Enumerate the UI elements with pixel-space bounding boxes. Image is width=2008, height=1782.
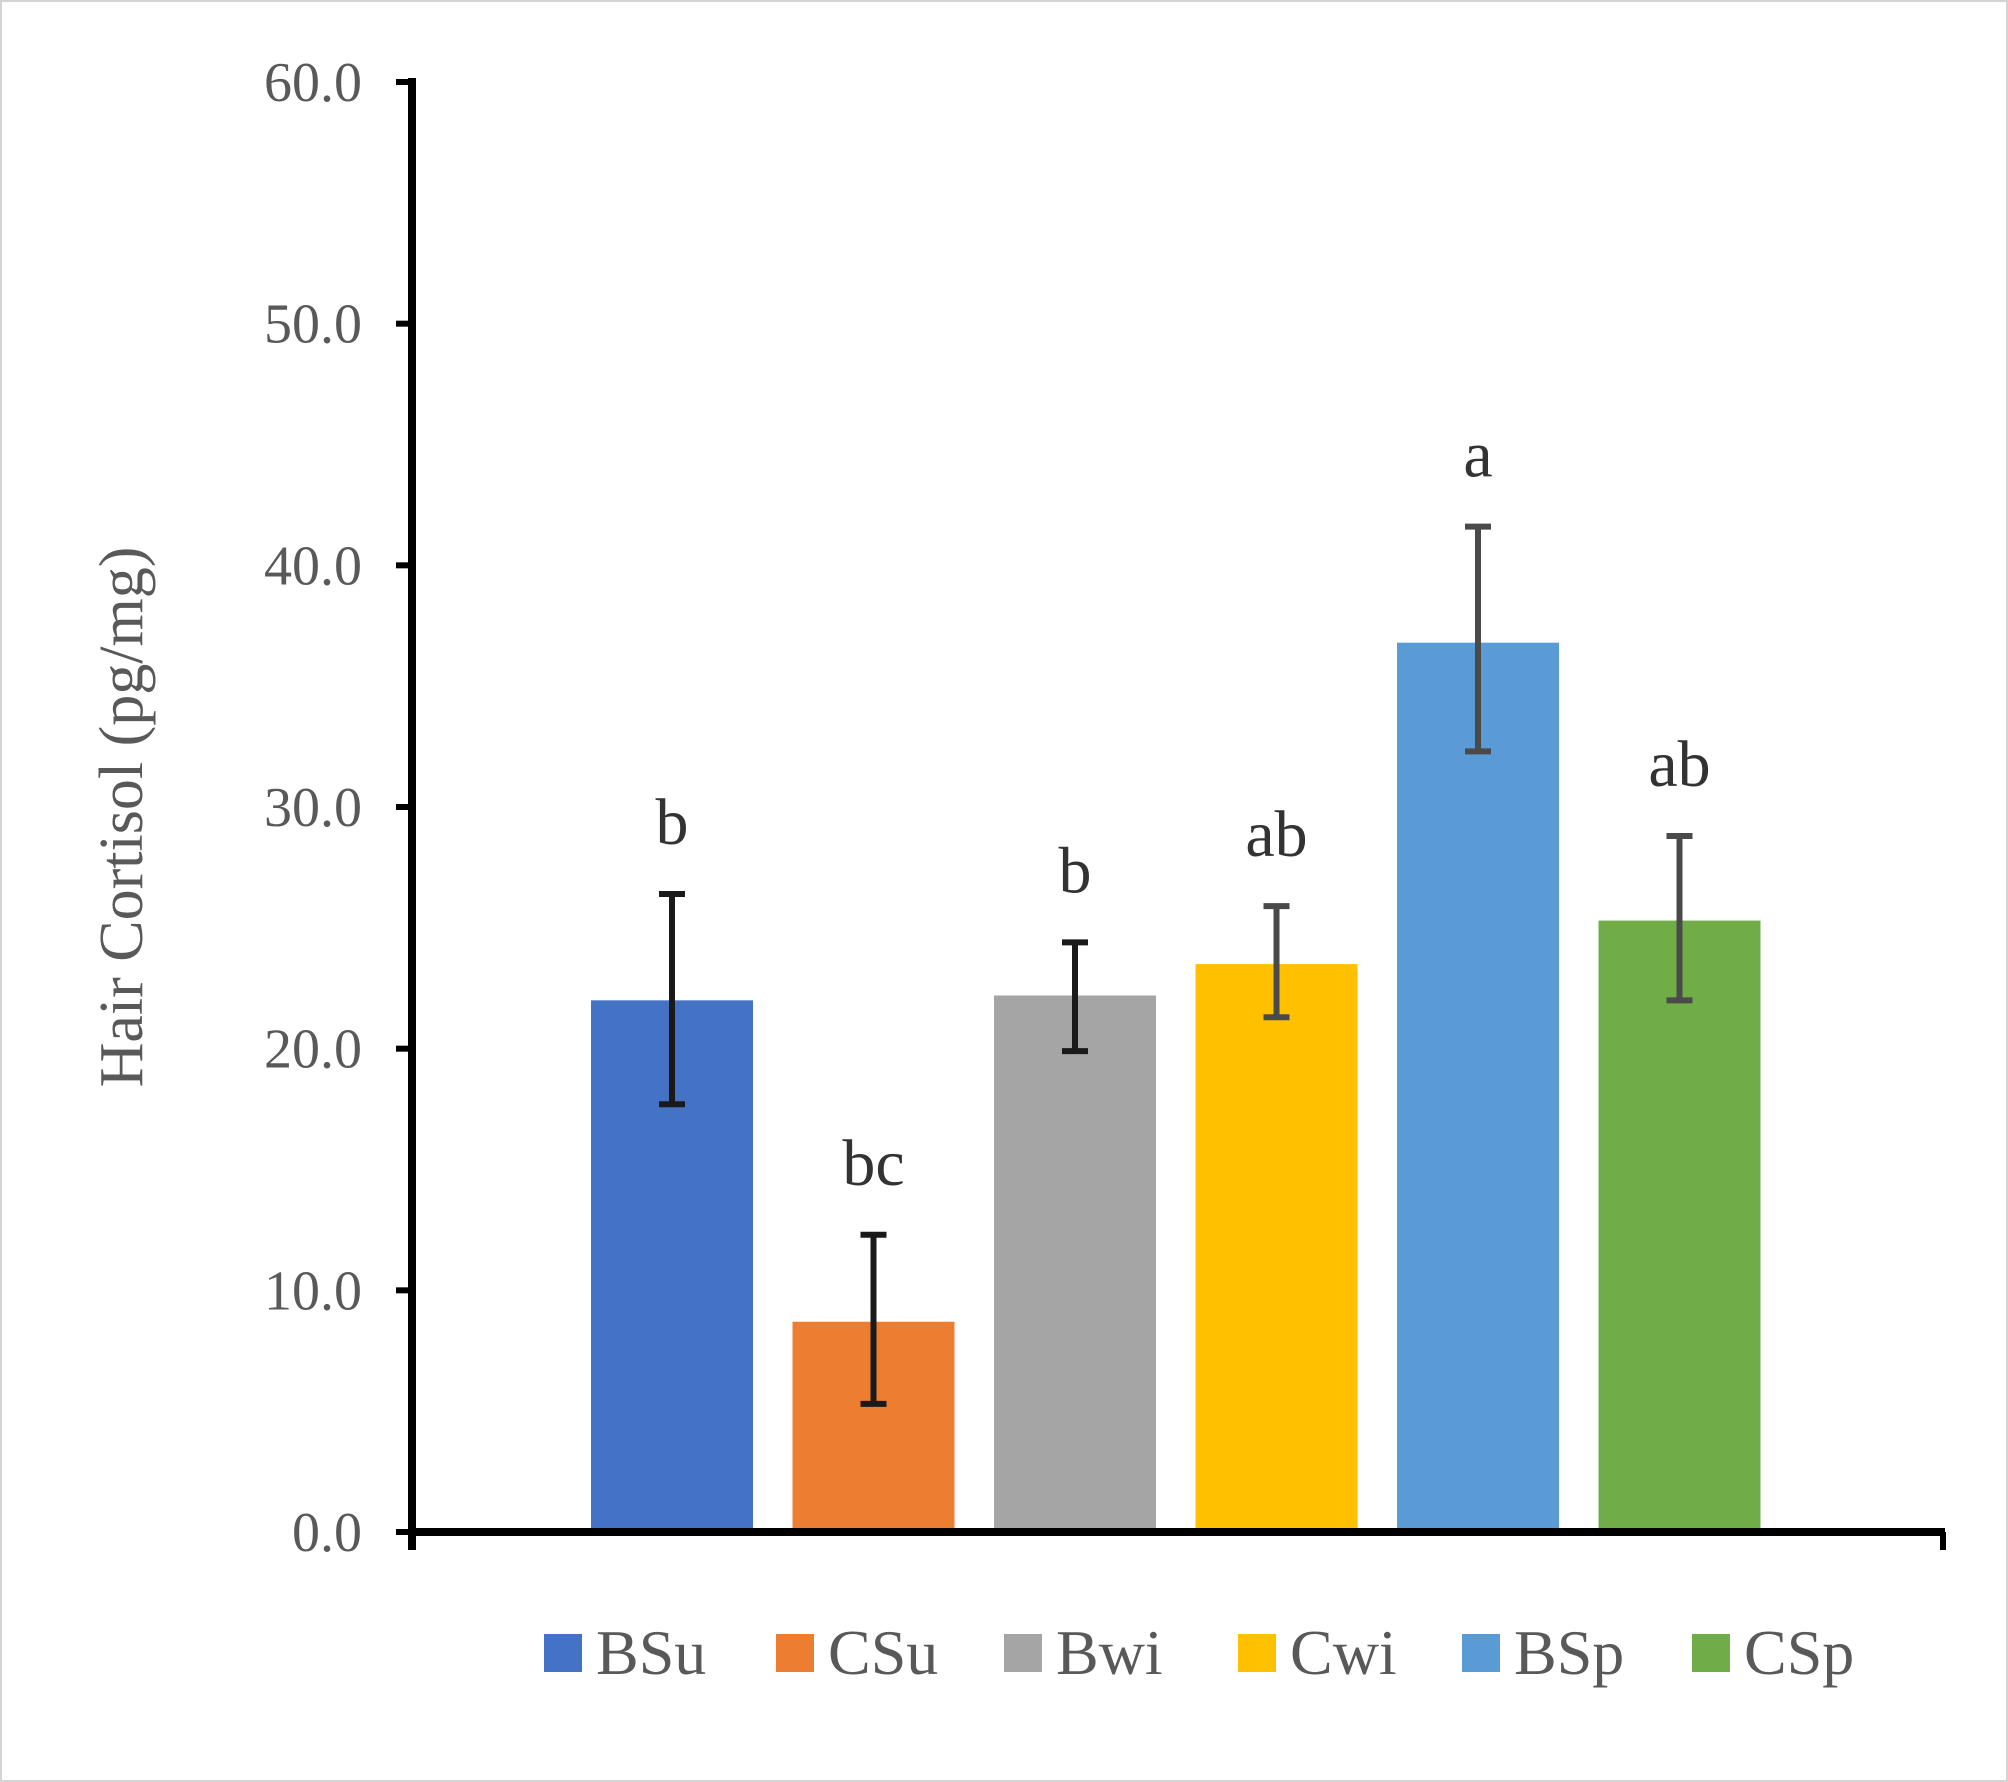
legend-swatch-csp — [1692, 1634, 1730, 1672]
y-tick-label-2: 20.0 — [264, 1019, 362, 1081]
error-bars-layer — [659, 523, 1693, 1407]
legend-label-bsp: BSp — [1514, 1617, 1624, 1688]
bar-csp — [1598, 920, 1761, 1532]
bars-layer — [591, 642, 1761, 1532]
legend-label-bsu: BSu — [596, 1617, 706, 1688]
legend: BSu CSu Bwi Cwi BSp CSp — [544, 1617, 1854, 1688]
legend-swatch-csu — [776, 1634, 814, 1672]
bar-bwi — [994, 995, 1156, 1532]
legend-label-bwi: Bwi — [1056, 1617, 1163, 1688]
bar-cwi — [1195, 964, 1358, 1532]
y-axis-label: Hair Cortisol (pg/mg) — [88, 547, 156, 1088]
bar-bsp — [1397, 642, 1559, 1532]
significance-label-bsu: b — [656, 786, 689, 859]
significance-label-cwi: ab — [1245, 798, 1307, 871]
y-tick-label-5: 50.0 — [264, 294, 362, 356]
significance-label-csu: bc — [842, 1127, 904, 1200]
significance-label-csp: ab — [1648, 728, 1710, 801]
legend-swatch-bwi — [1004, 1634, 1042, 1672]
significance-labels-layer: b bc b ab a ab — [656, 419, 1711, 1200]
legend-swatch-bsp — [1462, 1634, 1500, 1672]
y-tick-label-4: 40.0 — [264, 535, 362, 597]
y-tick-label-1: 10.0 — [264, 1260, 362, 1322]
y-tick-label-0: 0.0 — [292, 1502, 362, 1564]
axes-layer: 0.0 10.0 20.0 30.0 40.0 50.0 60.0 — [264, 52, 1946, 1564]
legend-label-cwi: Cwi — [1290, 1617, 1397, 1688]
y-tick-label-6: 60.0 — [264, 52, 362, 114]
legend-label-csp: CSp — [1744, 1617, 1854, 1688]
legend-swatch-cwi — [1238, 1634, 1276, 1672]
y-tick-label-3: 30.0 — [264, 777, 362, 839]
legend-label-csu: CSu — [828, 1617, 938, 1688]
significance-label-bsp: a — [1463, 419, 1492, 492]
legend-swatch-bsu — [544, 1634, 582, 1672]
significance-label-bwi: b — [1059, 834, 1092, 907]
